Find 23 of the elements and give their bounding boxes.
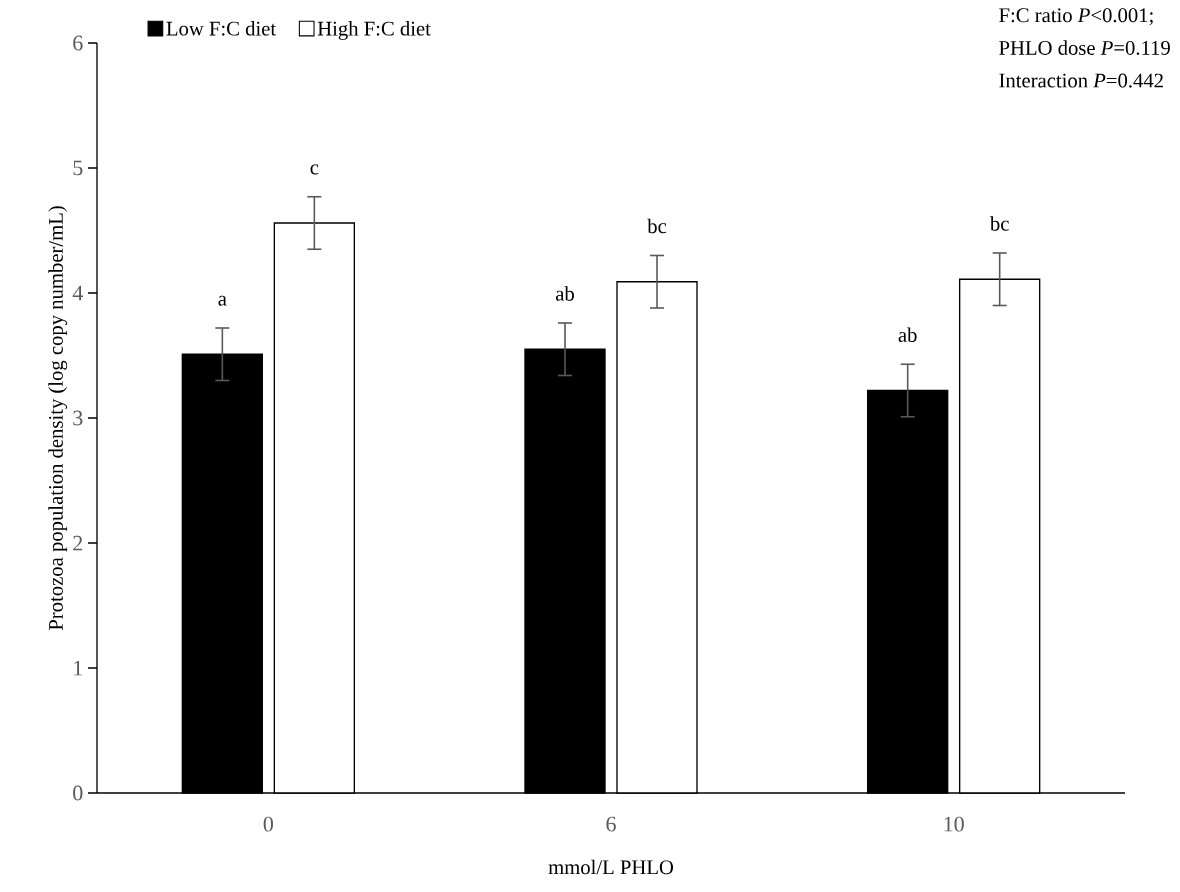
x-tick-label: 10 — [944, 816, 964, 832]
y-axis-title: Protozoa population density (log copy number/mL) — [48, 206, 68, 631]
x-tick-label: 6 — [606, 816, 616, 832]
data-label: bc — [989, 216, 1009, 231]
data-label: ab — [555, 286, 574, 301]
data-label: c — [310, 164, 319, 175]
legend-label: High F:C diet — [317, 21, 431, 40]
y-tick-label: 3 — [73, 410, 83, 426]
legend-label: Low F:C diet — [166, 21, 277, 36]
y-tick-label: 4 — [72, 285, 83, 301]
annotation: PHLO dose P=0.119 — [999, 40, 1170, 55]
y-tick-label: 0 — [73, 785, 83, 801]
y-tick-label: 5 — [73, 160, 83, 176]
data-label: bc — [647, 218, 667, 234]
y-tick-label: 6 — [73, 35, 83, 51]
y-tick-label: 2 — [73, 535, 83, 551]
x-tick-label: 0 — [263, 816, 273, 832]
x-axis-title: mmol/L PHLO — [548, 859, 674, 875]
annotation: Interaction P=0.442 — [999, 73, 1163, 88]
data-label: ab — [898, 327, 917, 342]
y-tick-label: 1 — [74, 660, 82, 676]
text: F:C ratio P<0.001; — [999, 8, 1153, 26]
data-label: a — [218, 295, 227, 306]
